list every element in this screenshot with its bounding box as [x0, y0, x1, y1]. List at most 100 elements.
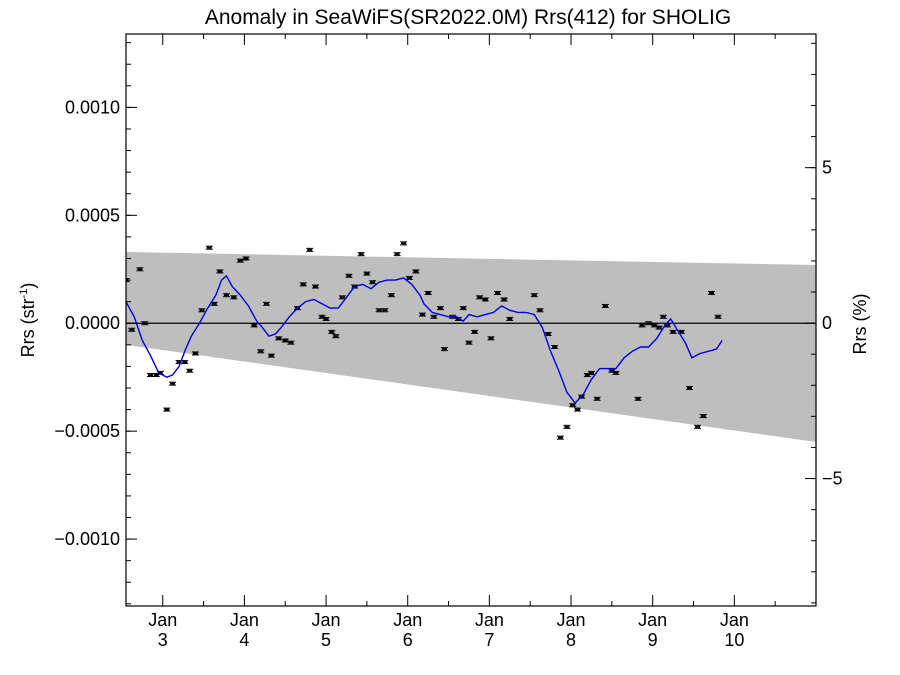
- data-point-marker: [370, 281, 376, 284]
- data-point-marker: [664, 324, 670, 327]
- data-point: [141, 321, 149, 326]
- data-point-marker: [460, 307, 466, 310]
- data-point-marker: [537, 309, 543, 312]
- data-point-marker: [187, 369, 193, 372]
- data-point-marker: [557, 436, 563, 439]
- data-point: [169, 381, 177, 386]
- x-tick-label-month: Jan: [475, 610, 504, 630]
- data-point-marker: [263, 302, 269, 305]
- data-point-marker: [153, 374, 159, 377]
- data-point: [481, 297, 489, 302]
- data-point: [663, 323, 671, 328]
- data-point: [267, 353, 275, 358]
- data-point-marker: [413, 270, 419, 273]
- data-point-marker: [243, 257, 249, 260]
- data-point-marker: [425, 292, 431, 295]
- data-point-marker: [639, 324, 645, 327]
- x-tick-label-month: Jan: [148, 610, 177, 630]
- data-point: [236, 258, 244, 263]
- data-point: [306, 247, 314, 252]
- data-point: [186, 368, 194, 373]
- data-point-marker: [455, 317, 461, 320]
- data-point: [262, 301, 270, 306]
- data-point: [400, 241, 408, 246]
- y-axis-left-title-close: ): [18, 283, 38, 289]
- data-point: [655, 325, 663, 330]
- data-point: [593, 396, 601, 401]
- data-point-marker: [531, 294, 537, 297]
- data-point: [650, 323, 658, 328]
- data-point-marker: [312, 285, 318, 288]
- data-point-marker: [545, 333, 551, 336]
- data-point-marker: [217, 270, 223, 273]
- x-tick-label-day: 7: [484, 630, 494, 650]
- data-point: [440, 347, 448, 352]
- data-point-marker: [170, 382, 176, 385]
- data-point: [424, 291, 432, 296]
- data-point: [332, 334, 340, 339]
- data-point: [465, 340, 473, 345]
- data-point-marker: [715, 315, 721, 318]
- data-point: [634, 396, 642, 401]
- y-left-tick-label: −0.0010: [54, 529, 120, 549]
- data-point: [530, 293, 538, 298]
- x-tick-label-month: Jan: [312, 610, 341, 630]
- data-point-marker: [288, 341, 294, 344]
- y-left-tick-label: −0.0005: [54, 421, 120, 441]
- data-point: [506, 316, 514, 321]
- data-point: [369, 280, 377, 285]
- data-point: [381, 308, 389, 313]
- data-point: [205, 245, 213, 250]
- data-point: [311, 284, 319, 289]
- data-point-marker: [231, 296, 237, 299]
- data-point-marker: [199, 309, 205, 312]
- data-point: [471, 329, 479, 334]
- data-point-marker: [656, 326, 662, 329]
- data-point-marker: [319, 315, 325, 318]
- data-point: [714, 314, 722, 319]
- data-point: [569, 403, 577, 408]
- y-right-tick-label: −5: [822, 469, 843, 489]
- x-tick-label-day: 5: [321, 630, 331, 650]
- chart-title: Anomaly in SeaWiFS(SR2022.0M) Rrs(412) f…: [205, 6, 731, 29]
- y-right-tick-label: 0: [822, 313, 832, 333]
- data-point: [222, 293, 230, 298]
- data-point-marker: [700, 415, 706, 418]
- data-point-marker: [157, 371, 163, 374]
- data-point-marker: [339, 296, 345, 299]
- data-point: [574, 407, 582, 412]
- data-point-marker: [129, 328, 135, 331]
- data-point: [601, 303, 609, 308]
- y-axis-right-title: Rrs (%): [850, 294, 870, 355]
- data-point-marker: [651, 324, 657, 327]
- data-point: [287, 340, 295, 345]
- data-point-marker: [609, 369, 615, 372]
- data-point-marker: [564, 425, 570, 428]
- data-point: [659, 314, 667, 319]
- data-point: [191, 351, 199, 356]
- data-point-marker: [441, 348, 447, 351]
- data-point: [328, 329, 336, 334]
- data-point-marker: [388, 294, 394, 297]
- data-point: [685, 385, 693, 390]
- data-point: [487, 336, 495, 341]
- data-point: [587, 370, 595, 375]
- data-point: [563, 424, 571, 429]
- data-point: [638, 323, 646, 328]
- data-point-marker: [552, 345, 558, 348]
- data-point: [476, 295, 484, 300]
- data-point-marker: [406, 276, 412, 279]
- data-point: [694, 424, 702, 429]
- data-point-marker: [437, 307, 443, 310]
- data-point-marker: [182, 361, 188, 364]
- y-left-tick-label: 0.0010: [65, 97, 120, 117]
- data-point: [393, 252, 401, 257]
- plot-frame: [125, 33, 817, 607]
- data-point: [257, 349, 265, 354]
- data-point-marker: [329, 330, 335, 333]
- data-point-marker: [501, 298, 507, 301]
- x-tick-label-month: Jan: [720, 610, 749, 630]
- running-mean-line: [126, 274, 723, 405]
- data-point: [345, 273, 353, 278]
